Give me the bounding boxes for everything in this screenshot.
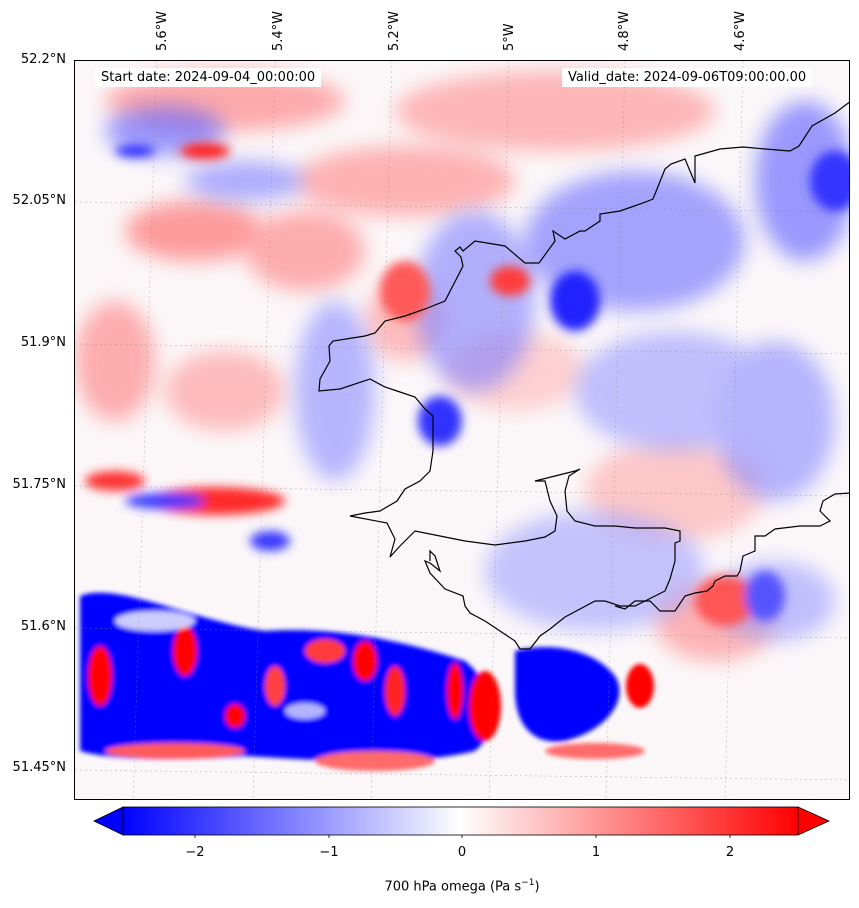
lat-tick-51.6: 51.6°N xyxy=(20,619,66,634)
lon-tick-5.6: 5.6°W xyxy=(155,10,170,51)
colorbar-tick-0: 0 xyxy=(457,845,467,860)
lon-tick-5.4: 5.4°W xyxy=(271,10,286,51)
colorbar-tick-2: 2 xyxy=(725,845,735,860)
colorbar-tick-minus-2: −2 xyxy=(185,845,205,860)
start-date-label: Start date: 2024-09-04_00:00:00 xyxy=(95,68,322,87)
lon-tick-5.2: 5.2°W xyxy=(387,10,402,51)
coastline xyxy=(318,101,849,650)
colorbar-label-text: 700 hPa omega (Pa s xyxy=(384,879,522,895)
colorbar xyxy=(93,806,830,838)
colorbar-tick-minus-1: −1 xyxy=(319,845,339,860)
lat-tick-52.05: 52.05°N xyxy=(12,193,66,208)
valid-date-label: Valid_date: 2024-09-06T09:00:00.00 xyxy=(562,68,813,87)
lon-tick-4.8: 4.8°W xyxy=(617,10,632,51)
lon-tick-4.6: 4.6°W xyxy=(733,10,748,51)
lon-tick-5: 5°W xyxy=(502,23,517,51)
colorbar-label-close: ) xyxy=(534,879,540,895)
omega-field xyxy=(75,61,849,799)
lat-tick-51.45: 51.45°N xyxy=(12,760,66,775)
lat-tick-51.75: 51.75°N xyxy=(12,477,66,492)
colorbar-label-exponent: −1 xyxy=(521,878,535,888)
lat-tick-52.2: 52.2°N xyxy=(20,52,66,67)
colorbar-label: 700 hPa omega (Pa s−1) xyxy=(262,878,662,894)
colorbar-tick-1: 1 xyxy=(591,845,601,860)
lat-tick-51.9: 51.9°N xyxy=(20,335,66,350)
map-panel xyxy=(74,60,850,800)
